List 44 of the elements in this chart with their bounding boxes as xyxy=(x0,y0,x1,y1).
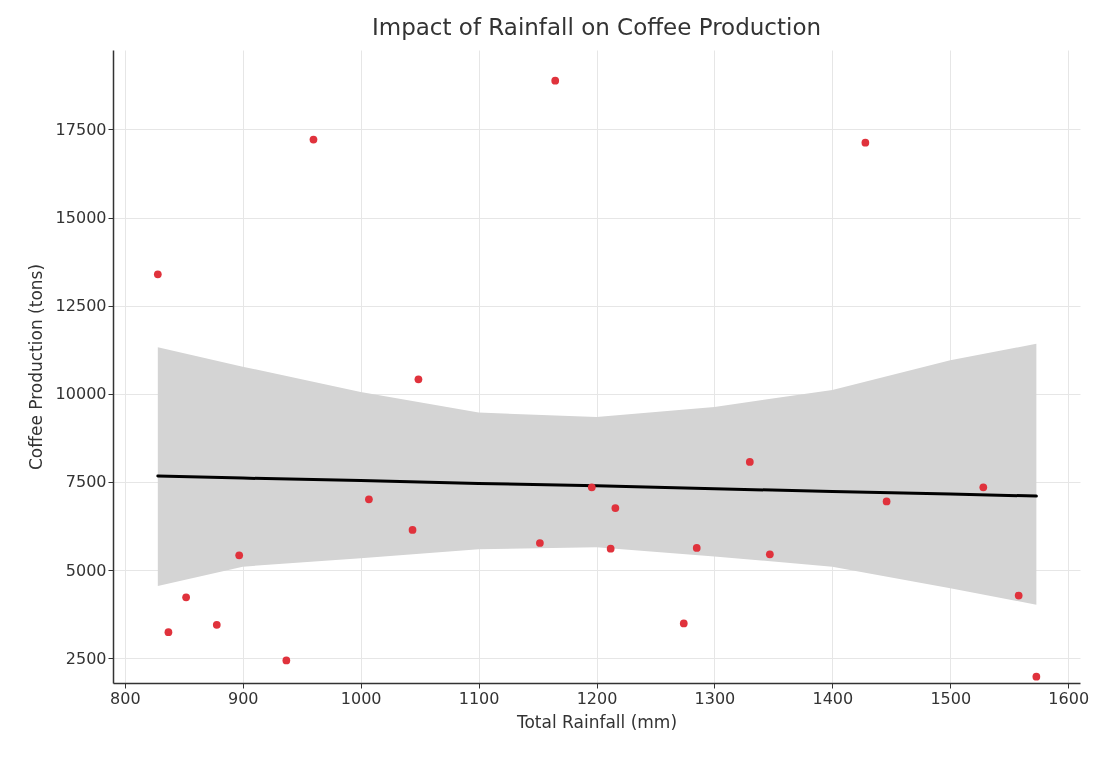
y-tick-label: 12500 xyxy=(55,296,107,316)
point xyxy=(182,593,190,602)
point xyxy=(765,550,774,559)
point xyxy=(309,135,318,144)
point xyxy=(212,620,221,629)
x-tick-label: 1200 xyxy=(576,688,618,708)
y-tick-label: 5000 xyxy=(65,560,107,580)
point xyxy=(861,138,870,147)
x-axis-title: Total Rainfall (mm) xyxy=(515,711,678,732)
x-tick-label: 1500 xyxy=(930,688,972,708)
chart-title: Impact of Rainfall on Coffee Production xyxy=(371,14,822,40)
point xyxy=(692,544,701,552)
point xyxy=(414,375,423,384)
point xyxy=(365,495,373,504)
point xyxy=(606,544,615,553)
point xyxy=(536,539,544,547)
point xyxy=(551,76,560,85)
point xyxy=(164,628,173,637)
point xyxy=(679,619,688,628)
line-series xyxy=(156,474,1038,498)
x-tick-label: 900 xyxy=(227,688,259,708)
x-tick-label: 1300 xyxy=(694,688,736,708)
point xyxy=(611,504,620,512)
point xyxy=(882,497,891,506)
y-tick-label: 17500 xyxy=(55,119,107,139)
point xyxy=(1032,672,1041,681)
point xyxy=(282,656,291,665)
point xyxy=(1014,591,1023,600)
x-tick-label: 1000 xyxy=(340,688,382,708)
x-tick-label: 1400 xyxy=(812,688,854,708)
x-tick-label: 800 xyxy=(110,688,141,708)
y-tick-label: 7500 xyxy=(65,472,107,492)
x-tick-label: 1600 xyxy=(1048,688,1090,708)
y-tick-label: 2500 xyxy=(65,648,107,668)
point xyxy=(587,483,596,492)
point xyxy=(745,458,754,466)
point xyxy=(235,551,244,560)
y-axis-title: Coffee Production (tons) xyxy=(25,263,46,471)
x-tick-label: 1100 xyxy=(458,688,500,708)
point xyxy=(408,526,417,534)
point xyxy=(153,270,162,279)
y-tick-label: 10000 xyxy=(55,384,107,404)
y-tick-label: 15000 xyxy=(55,208,107,228)
point xyxy=(979,483,988,492)
